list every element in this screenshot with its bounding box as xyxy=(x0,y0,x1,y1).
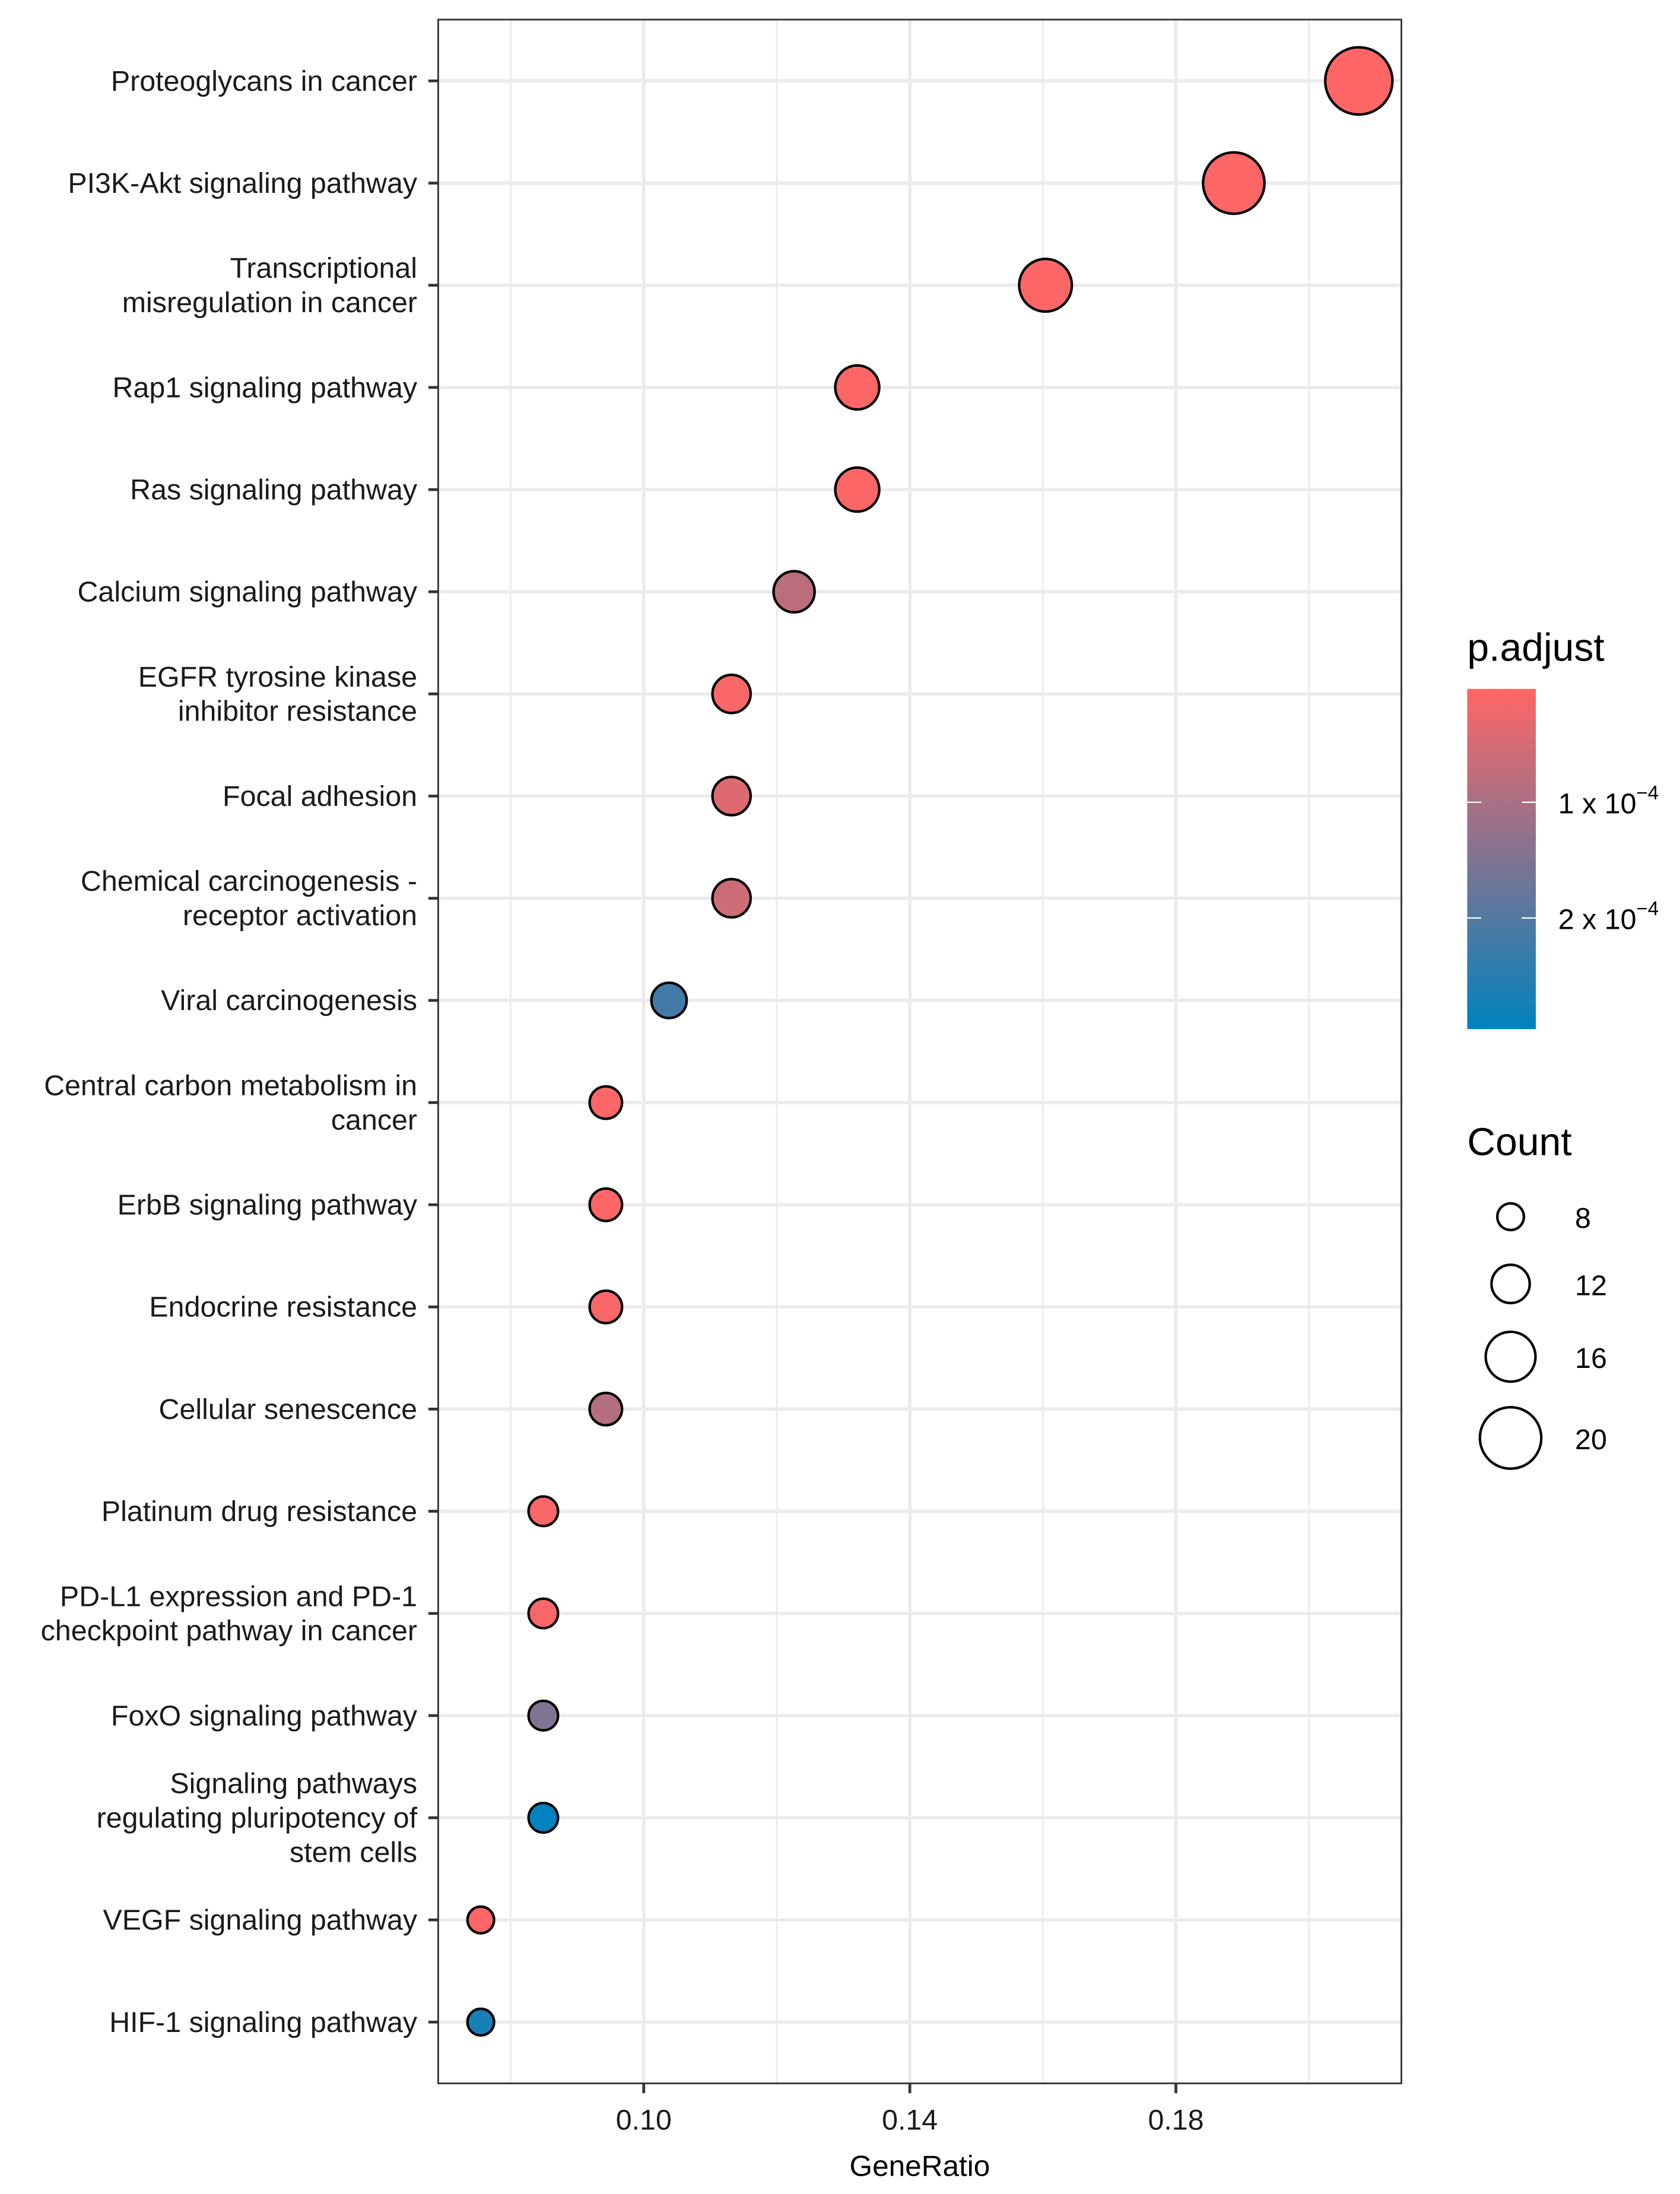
count-legend-circle xyxy=(1490,1263,1531,1304)
data-point xyxy=(711,673,752,715)
y-tick-label: HIF-1 signaling pathway xyxy=(109,2006,418,2039)
x-tick-label: 0.10 xyxy=(616,2104,672,2136)
data-point xyxy=(834,466,881,513)
plot-panel-border xyxy=(437,18,1402,2085)
data-point xyxy=(527,1495,560,1528)
y-tick-label: Transcriptional xyxy=(230,252,417,284)
x-axis: 0.10 0.14 0.18 xyxy=(616,2083,1204,2136)
y-tick-label: PD-L1 expression and PD-1 xyxy=(60,1580,417,1612)
count-legend-circle xyxy=(1484,1331,1537,1383)
p-adjust-colorbar xyxy=(1467,688,1536,1030)
data-point xyxy=(772,570,816,614)
data-point xyxy=(527,1699,560,1732)
p-adjust-legend: p.adjust 1 x 10−4 2 x 10−4 xyxy=(1467,626,1659,1030)
data-point xyxy=(588,1187,624,1223)
data-point xyxy=(588,1391,624,1427)
y-tick-label: Endocrine resistance xyxy=(149,1291,417,1323)
y-tick-label: Ras signaling pathway xyxy=(130,474,418,506)
data-point xyxy=(466,2007,496,2037)
count-legend-label: 8 xyxy=(1575,1202,1591,1234)
data-points xyxy=(466,46,1394,2037)
y-tick-label: Cellular senescence xyxy=(159,1393,417,1425)
y-tick-label: receptor activation xyxy=(183,900,417,932)
data-point xyxy=(834,364,881,411)
data-point xyxy=(588,1289,624,1325)
y-tick-label: EGFR tyrosine kinase xyxy=(138,661,417,693)
data-point xyxy=(1018,258,1074,313)
data-point xyxy=(650,981,688,1020)
y-tick-label: cancer xyxy=(331,1104,417,1136)
y-tick-label: misregulation in cancer xyxy=(122,287,417,319)
y-tick-label: Focal adhesion xyxy=(223,780,417,812)
count-legend-title: Count xyxy=(1467,1119,1571,1163)
y-tick-label: PI3K-Akt signaling pathway xyxy=(68,167,418,199)
y-tick-label: FoxO signaling pathway xyxy=(111,1700,418,1732)
y-tick-label: regulating pluripotency of xyxy=(97,1802,418,1834)
x-tick-label: 0.14 xyxy=(882,2104,938,2136)
y-tick-label: checkpoint pathway in cancer xyxy=(41,1615,417,1647)
colorbar-label: 2 x 10−4 xyxy=(1558,897,1659,936)
data-point xyxy=(1324,46,1394,116)
y-tick-label: Proteoglycans in cancer xyxy=(111,65,417,97)
data-point xyxy=(527,1802,560,1834)
y-tick-label: Rap1 signaling pathway xyxy=(113,372,418,404)
count-legend-circle xyxy=(1496,1202,1526,1231)
count-legend: Count 8 12 16 20 xyxy=(1467,1119,1607,1470)
y-tick-label: Chemical carcinogenesis - xyxy=(81,865,417,897)
grid-lines xyxy=(438,20,1402,2084)
y-axis: Proteoglycans in cancer PI3K-Akt signalin… xyxy=(41,65,439,2039)
y-tick-label: Platinum drug resistance xyxy=(101,1496,417,1528)
data-point xyxy=(711,878,752,919)
y-tick-label: Calcium signaling pathway xyxy=(77,576,417,608)
count-legend-label: 12 xyxy=(1575,1269,1607,1301)
data-point xyxy=(466,1905,496,1935)
y-tick-label: Signaling pathways xyxy=(170,1768,417,1800)
y-tick-label: stem cells xyxy=(290,1836,417,1868)
count-legend-label: 16 xyxy=(1575,1342,1607,1374)
colorbar-label: 1 x 10−4 xyxy=(1558,782,1659,820)
data-point xyxy=(711,776,752,817)
y-tick-label: Viral carcinogenesis xyxy=(161,985,417,1017)
data-point xyxy=(527,1597,560,1630)
x-tick-label: 0.18 xyxy=(1148,2104,1203,2136)
y-tick-label: inhibitor resistance xyxy=(178,696,417,728)
p-adjust-legend-title: p.adjust xyxy=(1467,626,1604,669)
count-legend-circle xyxy=(1478,1406,1543,1470)
y-tick-label: VEGF signaling pathway xyxy=(103,1904,417,1936)
y-tick-label: Central carbon metabolism in xyxy=(44,1070,417,1102)
count-legend-label: 20 xyxy=(1575,1424,1607,1456)
data-point xyxy=(588,1085,624,1120)
x-axis-title: GeneRatio xyxy=(850,2149,990,2182)
y-tick-label: ErbB signaling pathway xyxy=(117,1189,418,1221)
data-point xyxy=(1202,151,1266,215)
